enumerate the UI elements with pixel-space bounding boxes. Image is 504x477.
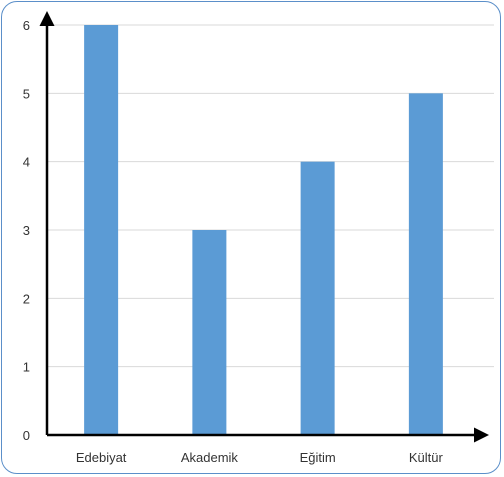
x-category-label-2: Akademik bbox=[181, 450, 239, 465]
y-tick-label-5: 5 bbox=[23, 86, 30, 101]
y-tick-label-2: 2 bbox=[23, 291, 30, 306]
y-tick-labels: 0 1 2 3 4 5 6 bbox=[23, 18, 30, 443]
x-category-label-3: Eğitim bbox=[300, 450, 336, 465]
x-category-labels: Edebiyat Akademik Eğitim Kültür bbox=[76, 450, 444, 465]
bar-edebiyat bbox=[84, 25, 119, 435]
bars bbox=[84, 25, 443, 435]
y-tick-label-1: 1 bbox=[23, 360, 30, 375]
x-category-label-1: Edebiyat bbox=[76, 450, 127, 465]
bar-akademik bbox=[192, 230, 227, 435]
y-tick-label-0: 0 bbox=[23, 428, 30, 443]
bar-eğitim bbox=[300, 161, 335, 435]
axes bbox=[39, 11, 489, 443]
x-category-label-4: Kültür bbox=[409, 450, 444, 465]
y-tick-label-3: 3 bbox=[23, 223, 30, 238]
y-tick-label-6: 6 bbox=[23, 18, 30, 33]
y-tick-label-4: 4 bbox=[23, 155, 30, 170]
bar-kültür bbox=[408, 93, 443, 435]
